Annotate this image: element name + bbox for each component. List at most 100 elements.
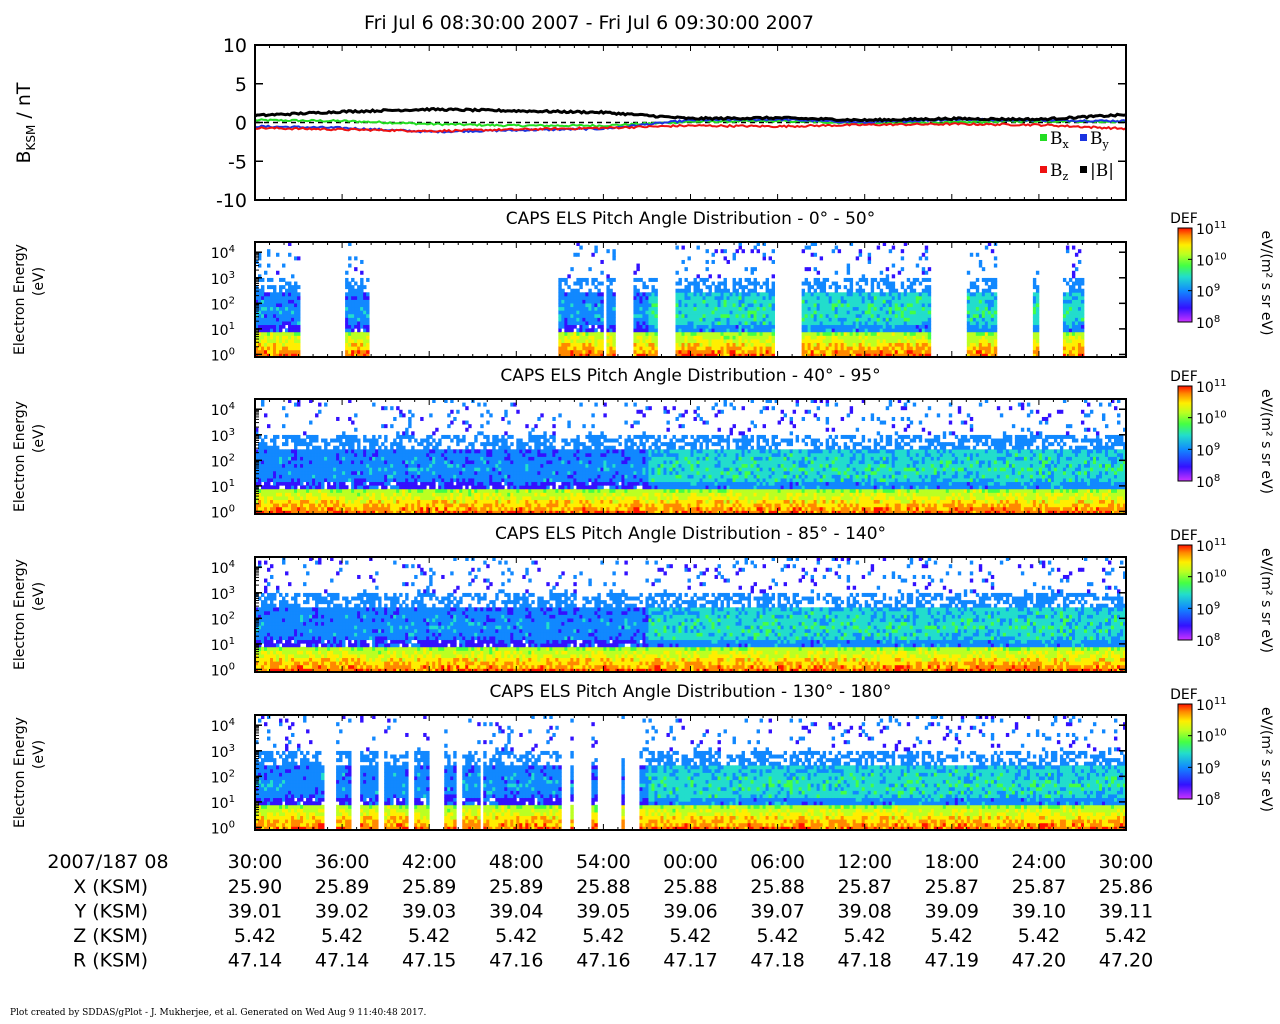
heatmap-cell: [1065, 303, 1070, 308]
heatmap-cell: [381, 474, 385, 479]
heatmap-cell: [309, 496, 313, 501]
heatmap-cell: [300, 506, 304, 511]
heatmap-cell: [342, 474, 346, 479]
heatmap-cell: [597, 321, 601, 326]
heatmap-cell: [882, 342, 887, 347]
heatmap-cell: [678, 288, 682, 293]
heatmap-cell: [1032, 299, 1037, 304]
heatmap-cell: [573, 306, 577, 311]
heatmap-cell: [411, 499, 415, 504]
heatmap-cell: [408, 506, 412, 511]
heatmap-cell: [909, 292, 914, 297]
heatmap-cell: [345, 460, 349, 465]
heatmap-cell: [984, 292, 989, 297]
mag-ytick-label: 5: [235, 74, 247, 96]
heatmap-cell: [822, 295, 827, 300]
heatmap-cell: [327, 474, 331, 479]
heatmap-cell: [645, 335, 649, 340]
heatmap-cell: [843, 299, 848, 304]
heatmap-cell: [651, 285, 655, 290]
heatmap-cell: [279, 452, 283, 457]
heatmap-cell: [429, 434, 433, 439]
heatmap-cell: [684, 346, 688, 351]
heatmap-cell: [297, 402, 301, 407]
heatmap-cell: [978, 292, 983, 297]
heatmap-cell: [678, 299, 682, 304]
heatmap-cell: [819, 295, 824, 300]
heatmap-cell: [414, 467, 418, 472]
heatmap-cell: [357, 335, 361, 340]
heatmap-cell: [993, 299, 998, 304]
heatmap-cell: [714, 321, 718, 326]
heatmap-cell: [366, 460, 370, 465]
heatmap-cell: [762, 324, 766, 329]
heatmap-cell: [975, 288, 980, 293]
heatmap-cell: [720, 249, 724, 254]
heatmap-cell: [582, 324, 586, 329]
heatmap-cell: [294, 503, 298, 508]
heatmap-cell: [267, 467, 271, 472]
heatmap-cell: [453, 492, 457, 497]
heatmap-cell: [858, 331, 863, 336]
heatmap-cell: [897, 303, 902, 308]
heatmap-cell: [816, 321, 821, 326]
heatmap-cell: [846, 328, 851, 333]
heatmap-cell: [393, 510, 397, 515]
heatmap-cell: [717, 324, 721, 329]
heatmap-cell: [297, 452, 301, 457]
heatmap-cell: [405, 503, 409, 508]
heatmap-cell: [990, 331, 995, 336]
heatmap-cell: [711, 252, 715, 257]
heatmap-cell: [483, 492, 487, 497]
heatmap-cell: [606, 353, 610, 358]
heatmap-cell: [873, 324, 878, 329]
heatmap-cell: [744, 292, 748, 297]
heatmap-cell: [261, 324, 265, 329]
heatmap-cell: [474, 474, 478, 479]
heatmap-cell: [831, 303, 836, 308]
heatmap-cell: [597, 342, 601, 347]
heatmap-cell: [285, 492, 289, 497]
heatmap-cell: [915, 339, 920, 344]
heatmap-cell: [360, 285, 364, 290]
heatmap-cell: [339, 478, 343, 483]
heatmap-cell: [750, 339, 754, 344]
heatmap-cell: [693, 317, 697, 322]
heatmap-cell: [687, 353, 691, 358]
heatmap-cell: [291, 496, 295, 501]
heatmap-cell: [675, 339, 679, 344]
heatmap-cell: [759, 299, 763, 304]
heatmap-cell: [267, 313, 271, 318]
heatmap-cell: [807, 288, 812, 293]
heatmap-cell: [297, 335, 301, 340]
heatmap-cell: [303, 456, 307, 461]
heatmap-cell: [312, 456, 316, 461]
heatmap-cell: [642, 295, 646, 300]
heatmap-cell: [324, 456, 328, 461]
heatmap-cell: [987, 295, 992, 300]
heatmap-cell: [765, 281, 769, 286]
heatmap-cell: [321, 503, 325, 508]
heatmap-cell: [369, 467, 373, 472]
heatmap-cell: [297, 317, 301, 322]
heatmap-cell: [408, 470, 412, 475]
heatmap-cell: [333, 452, 337, 457]
heatmap-cell: [873, 303, 878, 308]
heatmap-cell: [420, 488, 424, 493]
heatmap-cell: [369, 452, 373, 457]
heatmap-cell: [597, 339, 601, 344]
heatmap-cell: [582, 342, 586, 347]
heatmap-cell: [450, 503, 454, 508]
heatmap-cell: [372, 510, 376, 515]
heatmap-cell: [633, 303, 637, 308]
heatmap-cell: [891, 245, 896, 250]
heatmap-cell: [273, 328, 277, 333]
heatmap-cell: [354, 506, 358, 511]
heatmap-cell: [1068, 353, 1073, 358]
heatmap-cell: [735, 249, 739, 254]
heatmap-cell: [984, 335, 989, 340]
heatmap-cell: [675, 335, 679, 340]
heatmap-cell: [387, 510, 391, 515]
heatmap-cell: [1074, 346, 1079, 351]
heatmap-cell: [261, 317, 265, 322]
